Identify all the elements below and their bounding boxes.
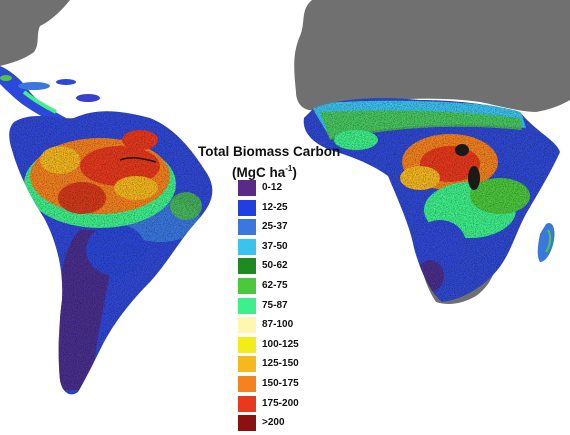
africa bbox=[303, 98, 560, 302]
legend-label: 87-100 bbox=[262, 319, 294, 331]
legend-label: 75-87 bbox=[262, 299, 288, 311]
legend-label: 150-175 bbox=[262, 377, 299, 389]
legend-swatch bbox=[238, 336, 256, 353]
legend-label: 12-25 bbox=[262, 201, 288, 213]
north-america-land bbox=[0, 0, 70, 66]
legend-swatch bbox=[238, 317, 256, 334]
legend-unit: (MgC ha-1) bbox=[232, 164, 297, 180]
legend-label: 50-62 bbox=[262, 260, 288, 272]
legend-label: 0-12 bbox=[262, 182, 283, 193]
legend-swatch bbox=[238, 238, 256, 255]
biomass-map bbox=[0, 0, 570, 395]
lake-victoria bbox=[455, 144, 469, 156]
legend-swatch bbox=[238, 375, 256, 392]
legend-swatch bbox=[238, 297, 256, 314]
legend-label: 62-75 bbox=[262, 279, 288, 291]
legend-label: 100-125 bbox=[262, 338, 299, 350]
legend-title: Total Biomass Carbon bbox=[198, 144, 341, 159]
legend-swatch bbox=[238, 219, 256, 236]
legend-label: 175-200 bbox=[262, 397, 299, 409]
legend-label: 125-150 bbox=[262, 358, 299, 370]
legend-swatch bbox=[238, 356, 256, 373]
legend-swatch bbox=[238, 395, 256, 412]
central-america bbox=[0, 66, 100, 124]
lake-tanganyika bbox=[468, 166, 480, 190]
legend-swatch bbox=[238, 258, 256, 275]
legend-label: 37-50 bbox=[262, 240, 288, 252]
north-africa-land bbox=[294, 0, 570, 112]
legend-label: 25-37 bbox=[262, 221, 288, 233]
legend-swatch bbox=[238, 180, 256, 196]
madagascar bbox=[537, 222, 555, 262]
legend-swatch bbox=[238, 415, 256, 432]
south-america bbox=[9, 111, 213, 395]
legend-label: >200 bbox=[262, 417, 285, 429]
legend-swatch bbox=[238, 199, 256, 216]
legend-swatch bbox=[238, 277, 256, 294]
